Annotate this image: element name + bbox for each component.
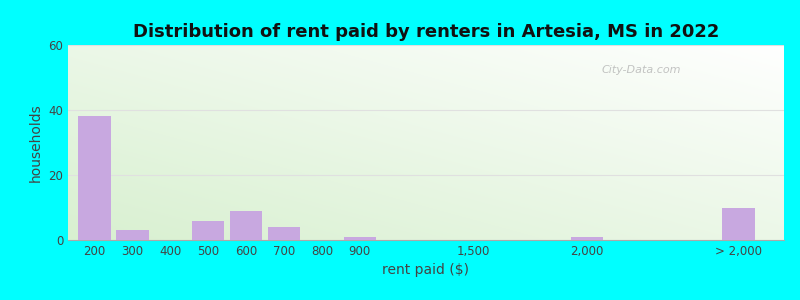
Bar [192,220,224,240]
X-axis label: rent paid ($): rent paid ($) [382,263,470,278]
Text: City-Data.com: City-Data.com [601,65,681,75]
Bar [230,211,262,240]
Bar [268,227,300,240]
Bar [571,237,603,240]
Y-axis label: households: households [29,103,42,182]
Bar [116,230,149,240]
Bar [722,208,754,240]
Bar [344,237,376,240]
Title: Distribution of rent paid by renters in Artesia, MS in 2022: Distribution of rent paid by renters in … [133,23,719,41]
Bar [78,116,110,240]
